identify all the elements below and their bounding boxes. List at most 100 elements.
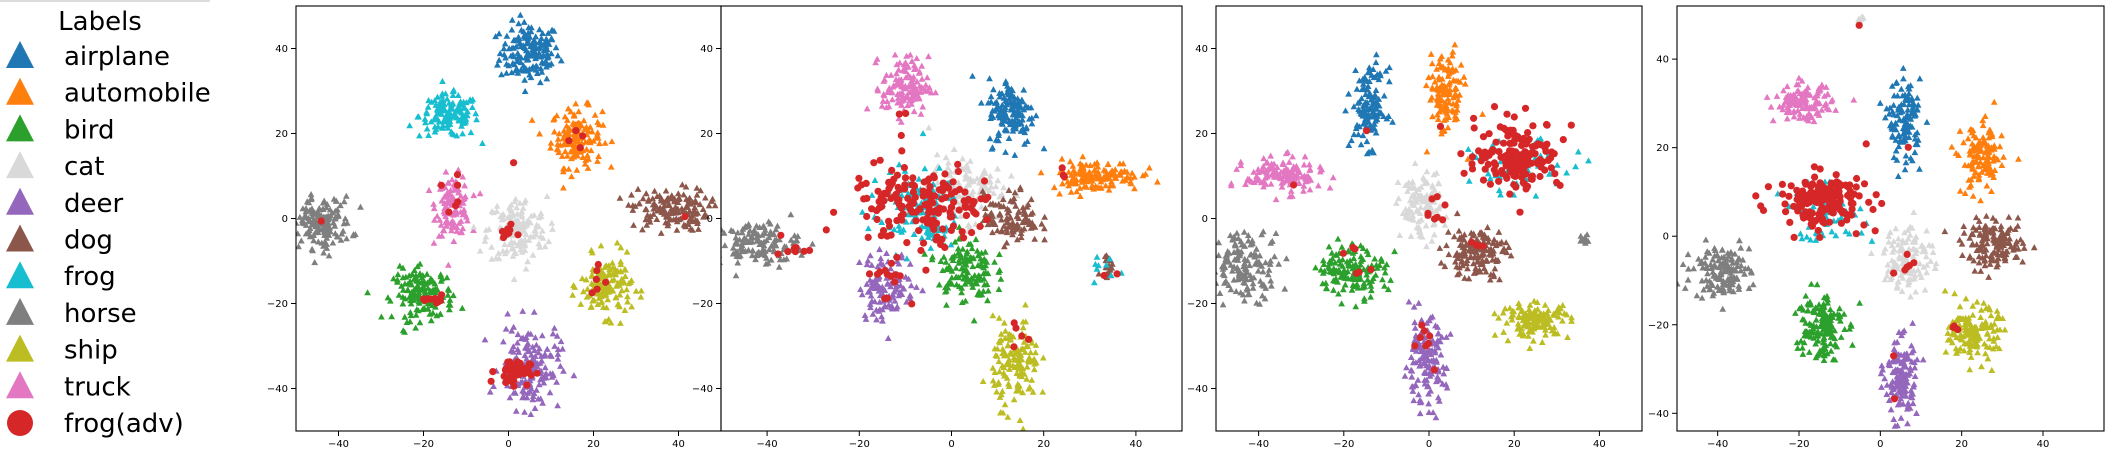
point-frog [439, 90, 446, 97]
point-horse [343, 192, 350, 199]
point-airplane [512, 43, 520, 50]
point-truck [1329, 174, 1337, 181]
legend-label: truck [64, 372, 131, 402]
point-bird [1330, 265, 1338, 272]
y-tick-label: −40 [267, 384, 288, 395]
point-horse [1238, 274, 1246, 281]
point-frog-adv [955, 206, 963, 214]
point-automobile [550, 115, 558, 122]
point-ship [989, 377, 997, 384]
point-cat [961, 175, 969, 182]
point-airplane [542, 37, 550, 44]
point-ship [1515, 300, 1523, 306]
point-bird [991, 258, 998, 265]
point-horse [713, 242, 720, 248]
point-airplane [1363, 138, 1371, 145]
point-frog-adv [487, 377, 495, 385]
point-automobile [1139, 172, 1147, 179]
point-frog-adv [967, 204, 975, 212]
point-deer [506, 394, 514, 401]
point-ship [597, 299, 605, 306]
point-bird [984, 297, 991, 304]
point-cat [1396, 232, 1404, 238]
point-airplane [544, 29, 552, 36]
point-horse [1242, 276, 1250, 283]
point-truck [1805, 110, 1813, 117]
point-frog-adv [774, 250, 782, 258]
point-frog-adv [1512, 183, 1520, 191]
point-dog [1023, 203, 1031, 210]
point-ship [1530, 337, 1537, 344]
point-deer [534, 395, 542, 402]
point-automobile [1095, 173, 1102, 180]
point-dog [1489, 256, 1496, 263]
point-frog-adv [882, 190, 891, 198]
point-airplane [1354, 123, 1361, 130]
point-automobile [582, 138, 589, 145]
point-cat [530, 233, 537, 240]
point-bird [378, 313, 385, 320]
point-dog [1487, 245, 1495, 252]
point-automobile [1967, 126, 1975, 133]
point-bird [384, 294, 392, 301]
point-dog [1458, 251, 1465, 258]
legend-marker-triangle [6, 334, 34, 362]
point-deer [907, 282, 915, 289]
point-ship [1015, 357, 1022, 364]
point-horse [704, 237, 711, 243]
point-automobile [1101, 173, 1109, 180]
point-frog-adv [1418, 321, 1426, 329]
point-dog [693, 184, 701, 191]
point-ship [617, 319, 624, 326]
point-airplane [1895, 172, 1902, 179]
point-ship [613, 282, 620, 289]
point-frog-adv [949, 178, 957, 186]
point-ship [1526, 327, 1534, 334]
point-ship [1531, 307, 1539, 314]
legend-marker-triangle [6, 187, 34, 215]
point-dog [643, 221, 651, 228]
point-bird [959, 245, 967, 252]
point-truck [470, 192, 478, 199]
point-frog-adv [1430, 215, 1439, 223]
point-frog [450, 86, 457, 93]
point-dog [1027, 224, 1035, 231]
point-airplane [1382, 67, 1390, 74]
point-truck [439, 227, 447, 233]
point-dog [1005, 186, 1013, 193]
point-truck [445, 261, 452, 268]
point-dog [664, 197, 671, 204]
point-bird [437, 277, 445, 284]
point-airplane [1913, 105, 1921, 112]
point-frog-adv [1486, 180, 1494, 188]
point-horse [736, 236, 743, 243]
point-horse [1224, 248, 1232, 254]
point-cat [982, 169, 989, 176]
point-frog-adv [438, 291, 446, 299]
point-deer [543, 345, 551, 352]
point-truck [444, 199, 452, 206]
point-automobile [1065, 182, 1073, 189]
point-truck [1280, 171, 1288, 178]
point-truck [1821, 92, 1828, 99]
point-deer [1426, 369, 1433, 376]
point-ship [999, 362, 1006, 369]
point-bird [1361, 283, 1369, 290]
legend-entry: ship [6, 334, 118, 366]
point-cat [522, 265, 530, 272]
point-horse [287, 200, 294, 206]
point-truck [1269, 163, 1276, 170]
point-cat [1428, 237, 1436, 244]
point-truck [1814, 87, 1822, 94]
legend-label: horse [64, 299, 137, 329]
point-frog-adv [524, 367, 533, 375]
point-truck [1288, 171, 1296, 178]
point-horse [305, 199, 313, 206]
point-frog [452, 107, 460, 114]
point-cat [1406, 208, 1413, 215]
point-airplane [1889, 123, 1896, 130]
point-truck [1818, 106, 1825, 113]
point-bird [958, 265, 965, 272]
point-dog [639, 226, 646, 233]
